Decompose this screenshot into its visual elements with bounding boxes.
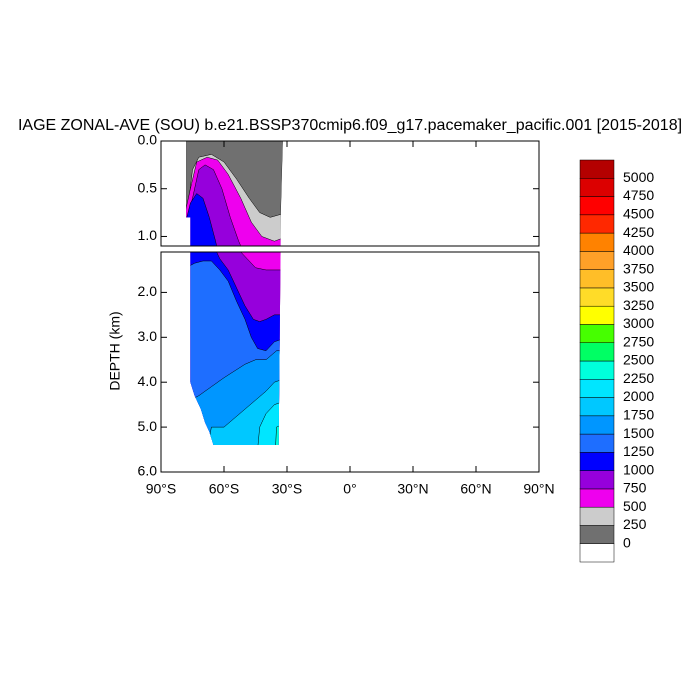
colorbar-box [579, 470, 615, 490]
y-tick-label: 0.0 [138, 132, 158, 148]
colorbar-label: 750 [623, 480, 647, 496]
colorbar-box [579, 543, 615, 563]
colorbar-label: 4000 [623, 242, 654, 258]
contour-region [203, 513, 287, 700]
colorbar-label: 3750 [623, 260, 654, 276]
colorbar-label: 5000 [623, 169, 654, 185]
colorbar-label: 2500 [623, 352, 654, 368]
colorbar-box [579, 196, 615, 216]
x-tick-label: 90°S [146, 481, 177, 497]
x-tick-label: 30°N [397, 481, 428, 497]
colorbar-box [579, 159, 615, 179]
colorbar-label: 1750 [623, 407, 654, 423]
colorbar-box [579, 415, 615, 435]
y-tick-label: 1.0 [138, 227, 158, 243]
colorbar-label: 3250 [623, 297, 654, 313]
colorbar-label: 500 [623, 498, 647, 514]
x-tick-label: 30°S [272, 481, 303, 497]
x-tick-label: 60°S [209, 481, 240, 497]
y-tick-label: 0.5 [138, 179, 158, 195]
colorbar-box [579, 433, 615, 453]
contour-region [186, 156, 283, 246]
colorbar-box [579, 360, 615, 380]
colorbar-label: 4250 [623, 224, 654, 240]
colorbar-label: 4500 [623, 206, 654, 222]
contour-region [274, 609, 287, 700]
colorbar-box [579, 379, 615, 398]
colorbar-label: 250 [623, 516, 647, 532]
colorbar-label: 2250 [623, 370, 654, 386]
colorbar-box [579, 506, 615, 526]
contour-region [278, 435, 283, 446]
contour-region [202, 377, 283, 446]
y-axis-label: DEPTH (km) [107, 311, 123, 390]
colorbar-box [579, 324, 615, 343]
colorbar-label: 1000 [623, 461, 654, 477]
x-tick-label: 60°N [460, 481, 491, 497]
contour-region [256, 561, 288, 700]
panel [186, 141, 288, 700]
x-tick-label: 0° [343, 481, 356, 497]
colorbar-label: 2000 [623, 388, 654, 404]
contour-region [279, 637, 287, 700]
colorbar-label: 1500 [623, 425, 654, 441]
colorbar-label: 3500 [623, 279, 654, 295]
contour-region [186, 164, 283, 246]
colorbar-box [579, 232, 615, 252]
colorbar-label: 0 [623, 534, 631, 550]
colorbar-box [579, 251, 615, 270]
colorbar-box [579, 269, 615, 289]
colorbar-label: 3000 [623, 315, 654, 331]
contour-region [186, 193, 283, 246]
colorbar-box [579, 178, 615, 197]
colorbar-box [579, 397, 615, 417]
x-tick-label: 90°N [523, 481, 554, 497]
contour-region [186, 154, 283, 246]
y-tick-label: 5.0 [138, 418, 158, 434]
y-tick-label: 4.0 [138, 373, 158, 389]
y-tick-label: 3.0 [138, 328, 158, 344]
contour-area [186, 141, 288, 700]
chart-title: IAGE ZONAL-AVE (SOU) b.e21.BSSP370cmip6.… [18, 117, 682, 134]
colorbar-box [579, 452, 615, 471]
y-tick-label: 2.0 [138, 283, 158, 299]
colorbar-box [579, 342, 615, 362]
contour-region [274, 422, 283, 446]
colorbar-label: 2750 [623, 333, 654, 349]
colorbar-box [579, 214, 615, 234]
colorbar-label: 1250 [623, 443, 654, 459]
y-tick-label: 6.0 [138, 463, 158, 479]
colorbar-box [579, 488, 615, 508]
colorbar-box [579, 305, 615, 325]
colorbar-label: 4750 [623, 187, 654, 203]
colorbar-box [579, 287, 615, 307]
colorbar-box [579, 525, 615, 544]
